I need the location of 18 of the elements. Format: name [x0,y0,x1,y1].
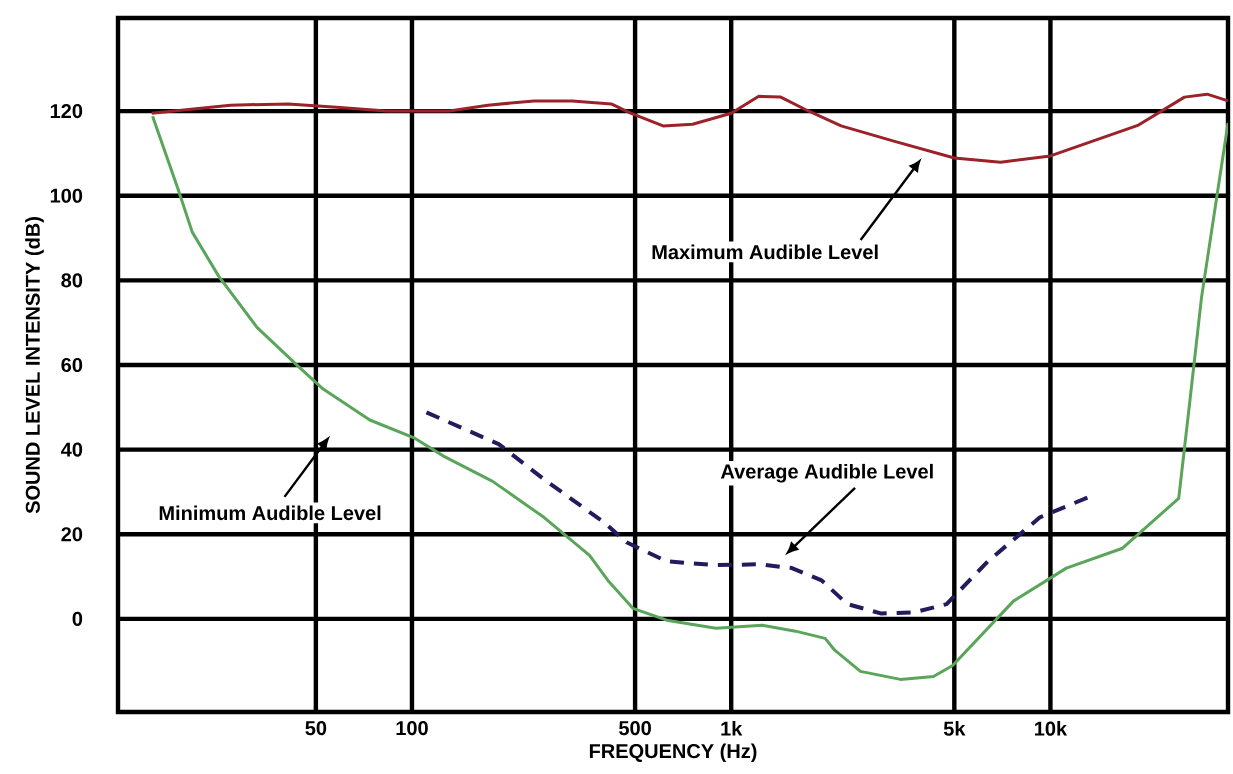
x-tick-label: 100 [396,721,428,736]
x-tick-label: 500 [619,721,651,736]
x-tick-label: 50 [305,721,327,736]
y-tick-label: 20 [61,527,83,542]
y-tick-label: 60 [61,357,83,373]
annotation: Average Audible Level [720,463,933,483]
y-tick-label: 100 [50,188,83,203]
annotation: Maximum Audible Level [652,244,878,260]
y-axis-title: SOUND LEVEL INTENSITY (dB) [25,217,44,514]
x-tick-label: 1k [721,721,743,736]
y-tick-label: 40 [61,442,83,457]
y-tick-label: 0 [72,611,83,626]
x-tick-label: 5k [943,721,966,736]
y-tick-label: 120 [50,104,83,119]
y-tick-label: 80 [61,273,83,288]
x-tick-label: 10k [1035,721,1068,736]
x-axis-title: FREQUENCY (Hz) [589,743,757,763]
annotation: Minimum Audible Level [159,505,381,521]
